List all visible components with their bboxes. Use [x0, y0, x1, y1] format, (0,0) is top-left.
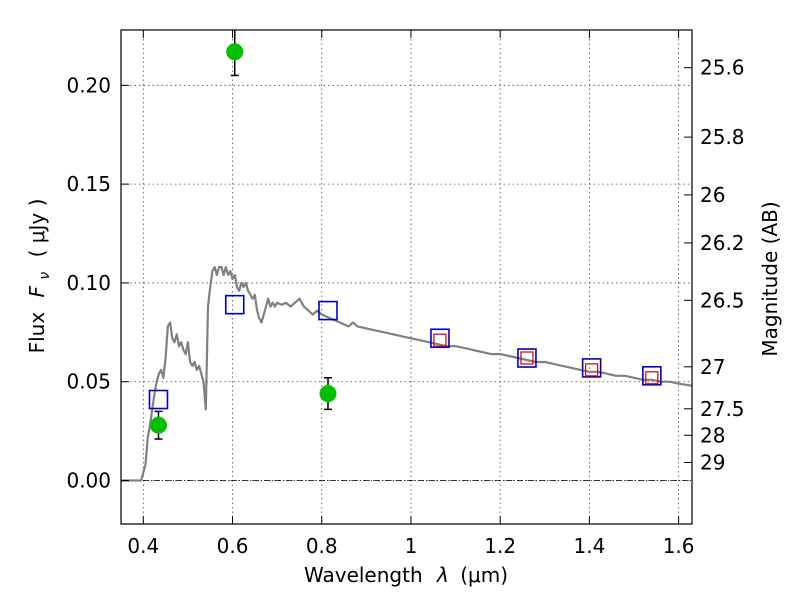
y2-tick-label: 25.8	[700, 125, 745, 149]
observed-point	[319, 385, 337, 403]
axis-ticks: 0.4 0.6 0.8 1 1.2 1.4 1.6 0.00 0.05 0.10 0.15 0.20 2…	[66, 30, 745, 558]
y-axis-label-symbol: F	[25, 285, 49, 297]
x-axis-label-unit: (μm)	[460, 563, 508, 587]
inner-square	[645, 371, 659, 385]
inner-square	[520, 351, 534, 365]
inner-square	[585, 363, 599, 377]
model-photometry-square	[581, 358, 602, 378]
observed-point	[149, 416, 167, 434]
y-axis-label-symbol-sub: ν	[37, 272, 53, 280]
x-tick-label: 0.4	[127, 534, 159, 558]
y-axis-label-text: Flux	[25, 312, 49, 354]
y-tick-label: 0.15	[66, 172, 111, 196]
y2-tick-label: 28	[700, 423, 725, 447]
observed-photometry-points	[149, 30, 337, 440]
y2-tick-label: 27.5	[700, 397, 745, 421]
x-tick-label: 1.4	[573, 534, 605, 558]
y2-axis-label-text: Magnitude (AB)	[758, 201, 782, 356]
x-tick-label: 0.8	[306, 534, 338, 558]
x-tick-label: 1.2	[484, 534, 516, 558]
plot-frame	[120, 29, 693, 525]
x-tick-label: 1	[405, 534, 418, 558]
model-spectrum	[121, 266, 693, 482]
y2-tick-label: 26	[700, 183, 725, 207]
y-axis-label: Flux F ν ( μJy )	[25, 199, 54, 354]
model-photometry-square	[642, 365, 662, 386]
y2-tick-label: 26.2	[700, 231, 745, 255]
y2-tick-label: 27	[700, 355, 725, 379]
x-axis-label-text: Wavelength	[304, 563, 423, 587]
x-axis-label-symbol: λ	[436, 563, 449, 587]
y-tick-label: 0.10	[66, 271, 111, 295]
model-photometry-square	[318, 300, 338, 321]
y-tick-label: 0.05	[66, 370, 111, 394]
y2-tick-label: 26.5	[700, 288, 745, 312]
model-photometry-square	[148, 389, 169, 410]
y2-axis-label: Magnitude (AB)	[758, 201, 782, 356]
y-tick-label: 0.20	[66, 73, 111, 97]
y2-tick-label: 29	[700, 451, 725, 475]
grid	[121, 30, 692, 524]
x-axis-label: Wavelength λ (μm)	[304, 563, 508, 587]
inner-square	[433, 333, 447, 347]
model-photometry-points	[148, 294, 662, 410]
model-photometry-square	[517, 348, 537, 368]
x-tick-label: 1.6	[663, 534, 695, 558]
model-photometry-square	[430, 328, 450, 349]
x-tick-label: 0.6	[217, 534, 249, 558]
y2-tick-label: 25.6	[700, 56, 745, 80]
y-axis-label-unit: ( μJy )	[25, 199, 49, 258]
model-photometry-square	[224, 294, 245, 315]
model-spectrum-line	[121, 266, 693, 482]
y-tick-label: 0.00	[66, 469, 111, 493]
observed-point	[226, 43, 244, 61]
